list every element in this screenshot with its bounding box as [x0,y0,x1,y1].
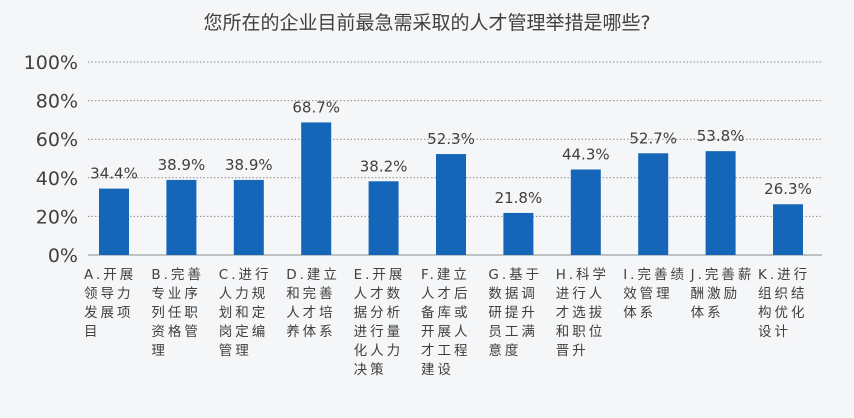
bar-value-label: 26.3% [764,180,812,198]
bar [503,212,534,255]
bar-value-label: 52.7% [629,129,677,147]
x-category-label: I.完善绩效管理体系 [623,267,687,321]
bar-value-label: 38.9% [158,156,206,174]
x-category-label: A.开展领导力发展项目 [84,267,137,340]
bar [301,122,332,255]
y-tick-label: 80% [36,91,78,113]
x-category-label: H.科学进行人才选拔和职位晋升 [555,267,610,359]
bar [166,179,197,255]
x-category-label: B.完善专业序列任职资格管理 [151,267,204,359]
y-tick-label: 60% [36,129,78,151]
x-category-label: G.基于数据调研提升员工满意度 [488,267,543,359]
bar [638,153,669,255]
bar-value-label: 53.8% [697,127,745,145]
bar-value-label: 38.2% [360,157,408,175]
x-category-label: J.完善薪酬激励体系 [690,267,755,321]
chart-title: 您所在的企业目前最急需采取的人才管理举措是哪些? [203,12,651,34]
x-category-label: E.开展人才数据分析进行量化人力决策 [353,267,406,378]
bar-value-label: 21.8% [495,189,543,207]
y-tick-label: 100% [24,52,78,74]
y-tick-label: 40% [36,168,78,190]
y-tick-label: 0% [48,245,78,267]
bar [368,181,399,255]
bar [436,154,466,255]
bar-value-label: 52.3% [427,130,475,148]
bar-value-label: 38.9% [225,156,273,174]
y-tick-label: 20% [36,206,78,228]
bar-value-label: 34.4% [90,165,138,183]
x-category-label: D.建立和完善人才培养体系 [286,267,340,340]
bar [99,188,129,255]
bar [233,179,264,255]
bar [773,204,803,255]
bar [570,169,601,255]
x-category-label: K.进行组织结构优化设计 [758,267,811,340]
bar [705,151,736,255]
x-category-label: C.进行人力规划和定岗定编管理 [218,267,272,359]
bar-value-label: 44.3% [562,146,610,164]
x-category-label: F.建立人才后备库或开展人才工程建设 [421,267,471,378]
bar-value-label: 68.7% [292,98,340,116]
